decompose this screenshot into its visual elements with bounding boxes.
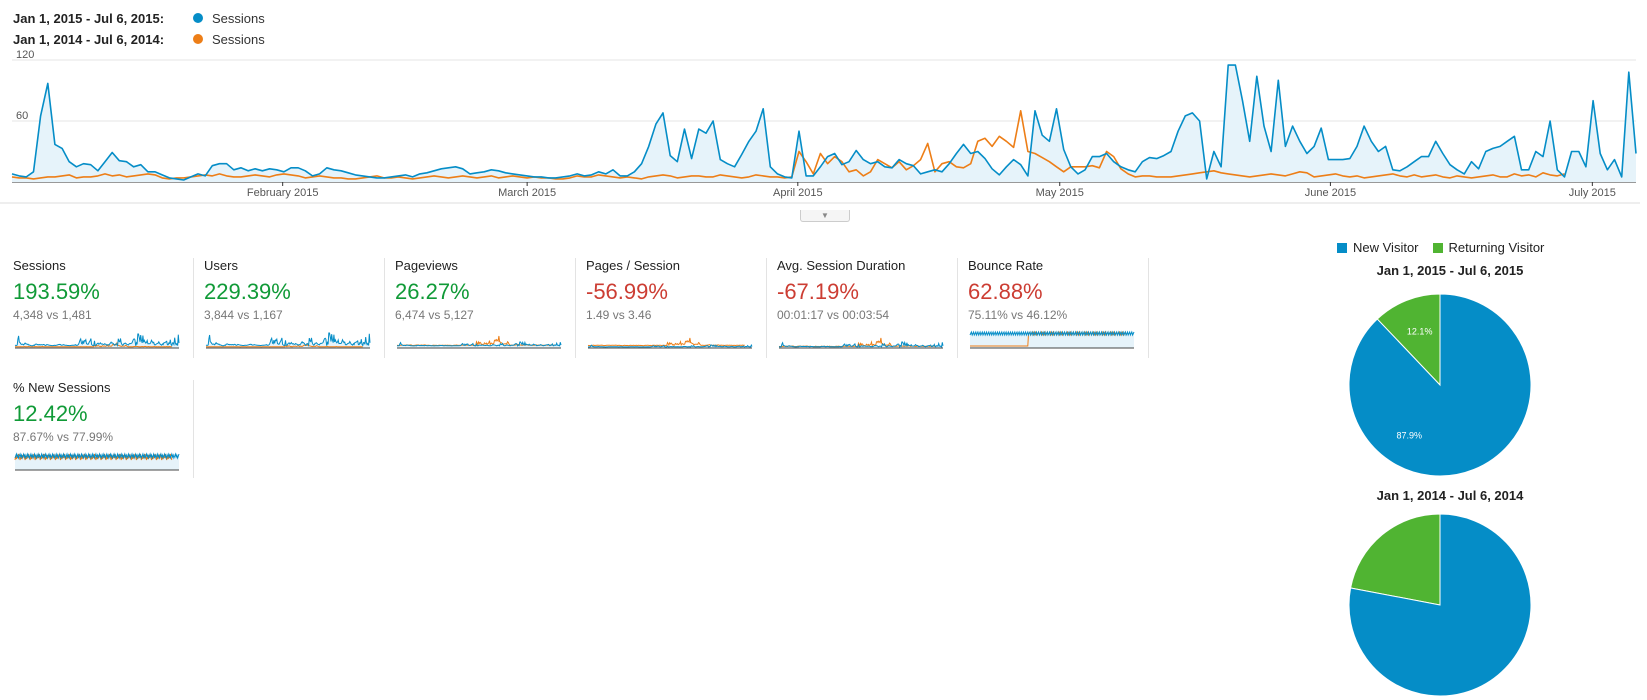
metric-change: 229.39% [204, 279, 291, 304]
new-visitor-swatch [1337, 242, 1347, 253]
metric-comparison: 75.11% vs 46.12% [968, 308, 1068, 322]
sparkline-line [778, 337, 936, 348]
sparkline-line [206, 342, 363, 348]
x-tick-label: June 2015 [1305, 187, 1356, 199]
pie-legend-returning-visitor: Returning Visitor [1448, 240, 1545, 255]
metric-change: 26.27% [395, 279, 470, 304]
metric-name: Pages / Session [586, 258, 680, 273]
metric-comparison: 00:01:17 vs 00:03:54 [777, 308, 890, 322]
metric-comparison: 3,844 vs 1,167 [204, 308, 283, 322]
sparkline-line [588, 343, 753, 348]
metric-pages-per-session[interactable]: Pages / Session -56.99% 1.49 vs 3.46 [586, 258, 756, 358]
pie-slice-returning-visitor[interactable] [1376, 293, 1441, 387]
metric-name: Avg. Session Duration [777, 258, 906, 273]
metric-separator [766, 258, 767, 358]
sparkline-line [205, 332, 371, 347]
legend-row-current: Jan 1, 2015 - Jul 6, 2015: Sessions [13, 9, 265, 27]
sparkline-line [779, 340, 944, 349]
metric-separator [193, 258, 194, 358]
chart-collapse-handle[interactable]: ▼ [800, 210, 850, 222]
pie-slice-label: 87.9% [1397, 431, 1423, 441]
legend-range-current: Jan 1, 2015 - Jul 6, 2015: [13, 10, 165, 26]
metric-separator [193, 380, 194, 478]
metric-sparkline [396, 335, 562, 349]
metric-comparison: 4,348 vs 1,481 [13, 308, 92, 322]
sparkline-line [14, 341, 172, 348]
pie-slice-label: 12.1% [1407, 326, 1433, 336]
legend-dot-previous [193, 34, 203, 44]
metric-sparkline [14, 333, 180, 349]
y-tick-label: 60 [16, 110, 28, 122]
metric-name: Sessions [13, 258, 66, 273]
metric-comparison: 1.49 vs 3.46 [586, 308, 652, 322]
sparkline-line [396, 335, 554, 347]
metric-sparkline [205, 332, 371, 349]
metric-separator [1148, 258, 1149, 358]
pie-title-2014: Jan 1, 2014 - Jul 6, 2014 [1376, 488, 1524, 503]
metric-separator [384, 258, 385, 358]
metric-separator [575, 258, 576, 358]
metric-change: 62.88% [968, 279, 1043, 304]
visitor-type-pie-2014 [1348, 513, 1532, 697]
legend-series-current: Sessions [212, 10, 265, 26]
chevron-down-icon: ▼ [821, 211, 829, 220]
sparkline-line [587, 337, 745, 347]
legend-row-previous: Jan 1, 2014 - Jul 6, 2014: Sessions [13, 30, 265, 48]
pie-legend-new-visitor: New Visitor [1353, 240, 1419, 255]
metric-pageviews[interactable]: Pageviews 26.27% 6,474 vs 5,127 [395, 258, 565, 358]
series-line-current [11, 64, 1637, 181]
sparkline-line [396, 340, 562, 347]
x-tick-label: May 2015 [1036, 187, 1084, 199]
metric-name: Bounce Rate [968, 258, 1044, 273]
metric-name: Pageviews [395, 258, 458, 273]
returning-visitor-swatch [1432, 242, 1443, 253]
pie-slice-new-visitor[interactable] [1348, 293, 1532, 477]
metric-avg-session-duration[interactable]: Avg. Session Duration -67.19% 00:01:17 v… [777, 258, 947, 358]
metric-comparison: 6,474 vs 5,127 [395, 308, 474, 322]
metric-new-sessions[interactable]: % New Sessions 12.42% 87.67% vs 77.99% [13, 380, 183, 480]
sessions-line-chart: 120 60 February 2015 March 2015 April 2015 Ma… [0, 49, 1640, 204]
visitor-type-pie-2015: 12.1% 87.9% [1348, 293, 1532, 477]
legend-range-previous: Jan 1, 2014 - Jul 6, 2014: [13, 31, 165, 47]
metric-sparkline [14, 452, 180, 471]
legend-series-previous: Sessions [212, 31, 265, 47]
metric-sparkline [778, 337, 944, 349]
metric-change: -56.99% [586, 279, 668, 304]
sparkline-line [969, 330, 1135, 337]
metric-change: 12.42% [13, 401, 88, 426]
sparkline-line [14, 452, 180, 460]
x-tick-label: July 2015 [1569, 187, 1616, 199]
sparkline-line [14, 333, 180, 347]
metric-name: % New Sessions [13, 380, 111, 395]
metric-separator [957, 258, 958, 358]
pie-legend: New Visitor Returning Visitor [1337, 240, 1544, 255]
x-tick-label: February 2015 [247, 187, 319, 199]
legend-dot-current [193, 13, 203, 23]
metric-sparkline [587, 337, 753, 349]
y-tick-label: 120 [16, 49, 34, 61]
x-tick-label: March 2015 [498, 187, 556, 199]
metric-change: 193.59% [13, 279, 100, 304]
metric-users[interactable]: Users 229.39% 3,844 vs 1,167 [204, 258, 374, 358]
metric-sessions[interactable]: Sessions 193.59% 4,348 vs 1,481 [13, 258, 183, 358]
metric-bounce-rate[interactable]: Bounce Rate 62.88% 75.11% vs 46.12% [968, 258, 1138, 358]
x-tick-label: April 2015 [773, 187, 823, 199]
metric-change: -67.19% [777, 279, 859, 304]
pie-title-2015: Jan 1, 2015 - Jul 6, 2015 [1376, 263, 1524, 278]
series-area-current [12, 65, 1636, 182]
metric-comparison: 87.67% vs 77.99% [13, 430, 114, 444]
metric-name: Users [204, 258, 238, 273]
metric-sparkline [969, 330, 1135, 349]
